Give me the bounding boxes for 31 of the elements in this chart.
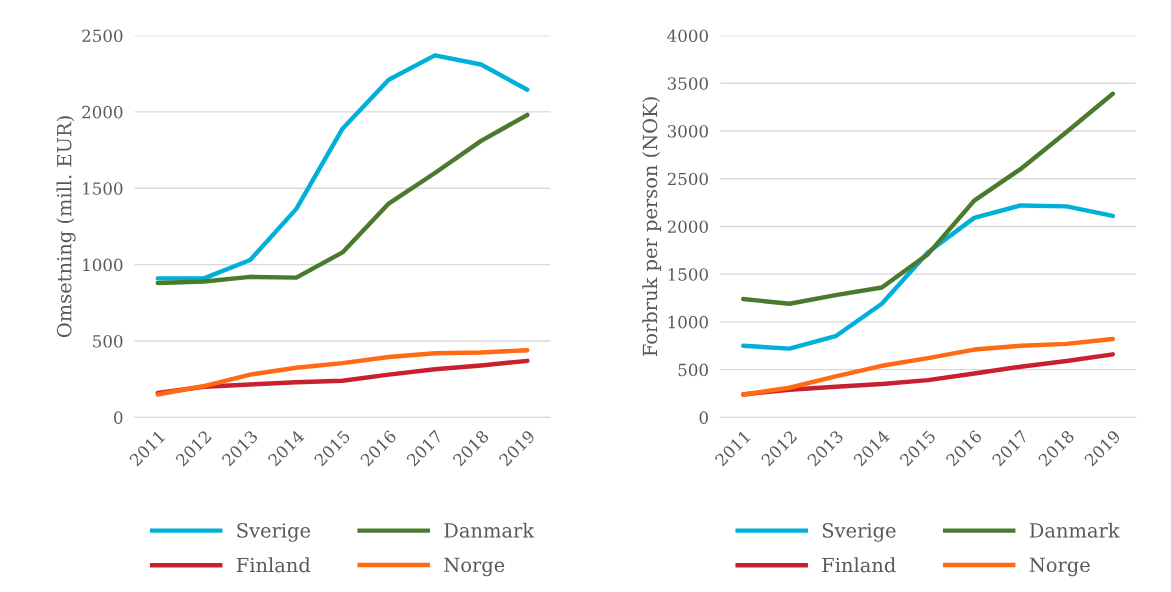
y-tick-label: 2000 xyxy=(82,105,123,119)
legend-label: Danmark xyxy=(444,522,535,538)
y-tick-label: 500 xyxy=(93,334,123,348)
legend-label: Norge xyxy=(444,557,505,577)
legend-label: Sverige xyxy=(822,523,896,542)
y-tick-label: 1500 xyxy=(83,182,123,195)
line-series xyxy=(155,112,530,286)
line-series xyxy=(741,336,1115,397)
legend-label: Sverige xyxy=(237,523,311,542)
y-axis-title: Forbruk per person (NOK) xyxy=(642,97,662,357)
line-series xyxy=(741,91,1115,306)
y-tick-label: 2500 xyxy=(82,29,123,43)
y-tick-label: 0 xyxy=(114,411,123,424)
y-tick-label: 2000 xyxy=(667,220,708,234)
legend-label: Danmark xyxy=(1029,522,1120,538)
y-tick-label: 0 xyxy=(699,411,708,424)
legend-label: Finland xyxy=(822,557,896,573)
y-tick-label: 1500 xyxy=(668,268,708,281)
y-tick-label: 500 xyxy=(678,363,708,377)
y-tick-label: 1000 xyxy=(83,258,123,272)
y-axis-title: Omsetning (mill. EUR) xyxy=(56,116,76,338)
line-series xyxy=(155,347,530,397)
line-series xyxy=(741,203,1115,351)
y-tick-label: 3000 xyxy=(667,124,708,138)
y-tick-label: 1000 xyxy=(668,315,708,329)
line-series xyxy=(155,53,530,281)
legend-label: Norge xyxy=(1029,557,1090,577)
y-tick-label: 2500 xyxy=(667,172,708,186)
y-tick-label: 3500 xyxy=(667,77,708,90)
y-tick-label: 4000 xyxy=(667,29,708,43)
legend-label: Finland xyxy=(236,557,311,573)
